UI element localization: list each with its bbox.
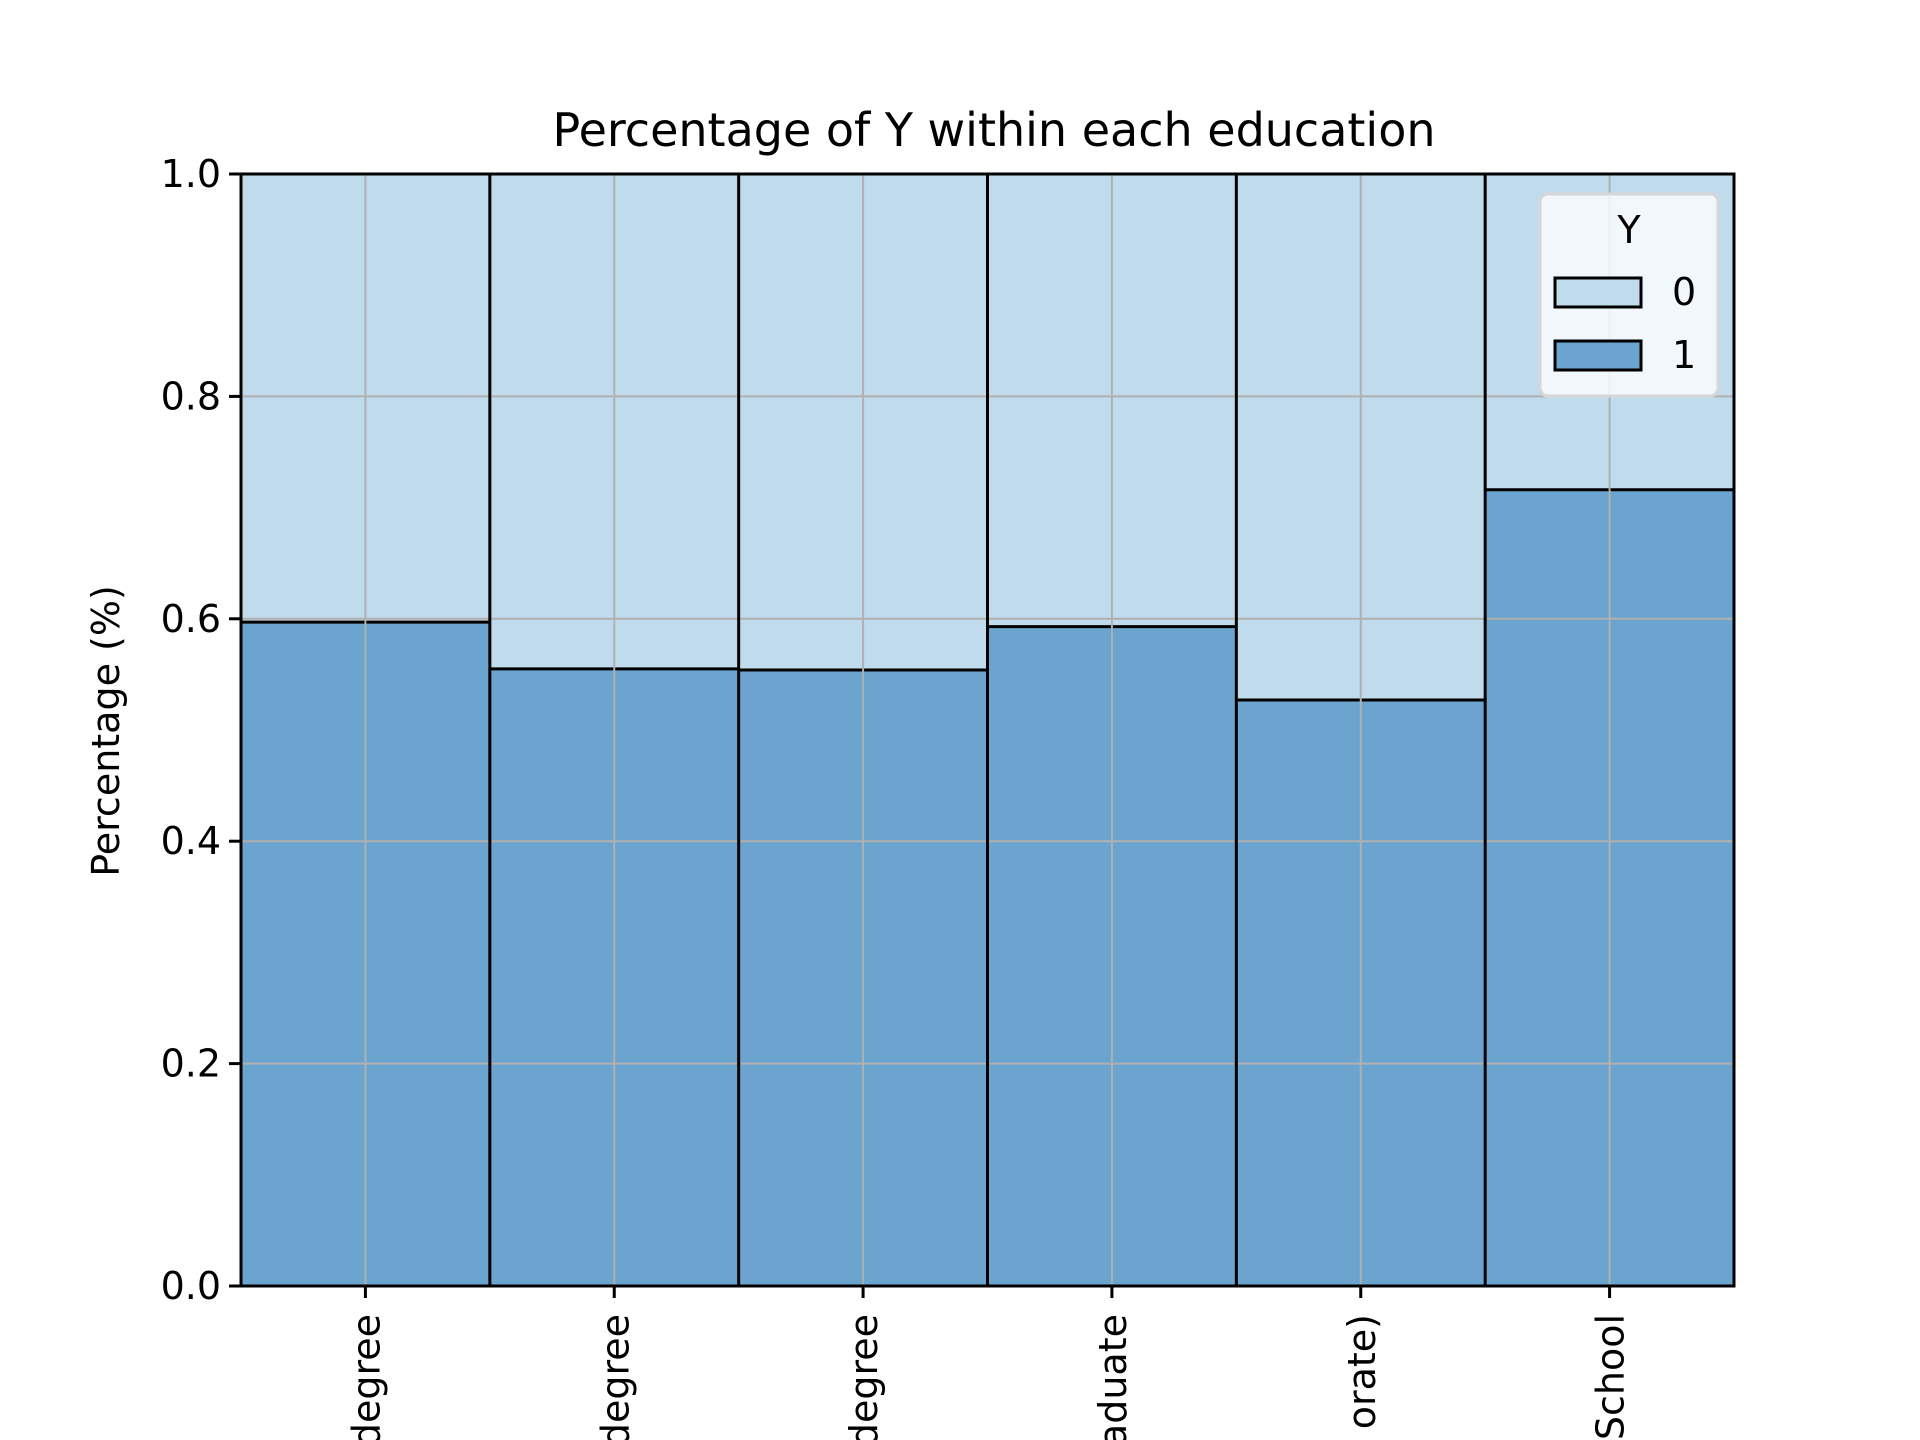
x-tick-label-4: aduate bbox=[1091, 1314, 1135, 1440]
legend-title: Y bbox=[1616, 208, 1641, 252]
x-tick-label-5: orate) bbox=[1340, 1314, 1384, 1429]
legend-label-1: 0 bbox=[1672, 270, 1696, 314]
y-tick-label-1: 0.0 bbox=[161, 1264, 221, 1308]
x-tick-label-6: School bbox=[1589, 1314, 1633, 1440]
legend-swatch-1 bbox=[1553, 276, 1643, 309]
legend-label-2: 1 bbox=[1672, 333, 1696, 377]
y-tick-label-4: 0.6 bbox=[161, 597, 221, 641]
legend-swatch-2 bbox=[1553, 339, 1643, 372]
y-tick-label-3: 0.4 bbox=[161, 819, 221, 863]
y-tick-label-5: 0.8 bbox=[161, 374, 221, 418]
x-tick-label-1: degree bbox=[344, 1314, 388, 1440]
legend: Y0 1 bbox=[1538, 192, 1720, 398]
y-tick-label-2: 0.2 bbox=[161, 1042, 221, 1086]
x-tick-label-2: degree bbox=[593, 1314, 637, 1440]
chart-title: Percentage of Y within each education bbox=[552, 103, 1435, 157]
plot-area: 0.0 0.2 0.4 0.6 0.8 1.0 degree degree degree adua… bbox=[161, 152, 1736, 1440]
x-tick-label-3: degree bbox=[842, 1314, 886, 1440]
plot-frame bbox=[239, 172, 1736, 1288]
y-axis-label: Percentage (%) bbox=[84, 585, 128, 877]
y-tick-label-6: 1.0 bbox=[161, 152, 221, 196]
axes-group: 0.0 0.2 0.4 0.6 0.8 1.0 degree degree degree adua… bbox=[161, 152, 1736, 1440]
